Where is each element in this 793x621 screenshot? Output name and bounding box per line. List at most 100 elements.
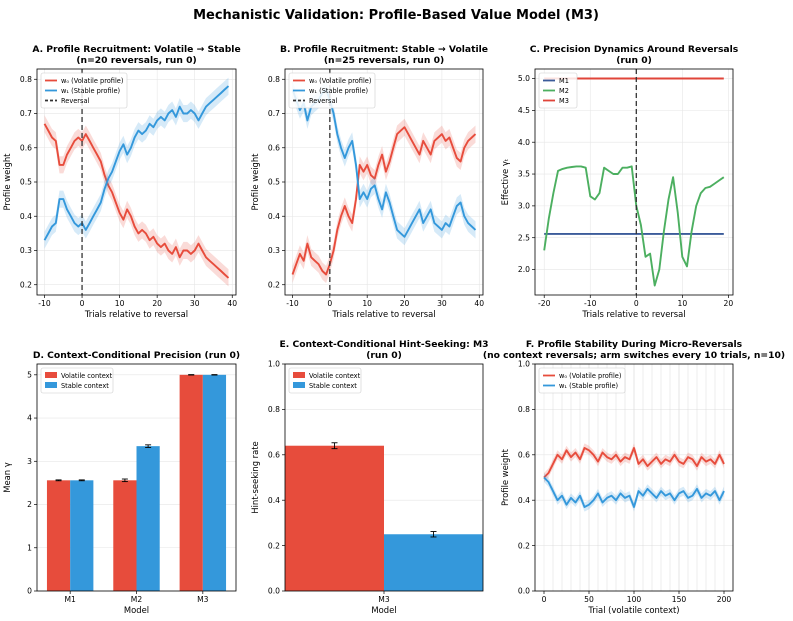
bar-d-0-0 <box>46 480 71 591</box>
x-tick-label: 40 <box>227 299 237 308</box>
legend-box <box>288 367 362 394</box>
y-tick-label: 2.0 <box>518 265 530 274</box>
axes-frame <box>36 68 237 296</box>
y-tick-label: 0.6 <box>268 143 280 152</box>
legend-label: w₀ (Volatile profile) <box>559 372 621 380</box>
y-tick-label: 5 <box>27 371 32 380</box>
x-tick-label: 30 <box>437 299 447 308</box>
x-axis-label: Trials relative to reversal <box>331 309 435 319</box>
y-axis-label: Profile weight <box>2 153 12 211</box>
panel-d: D. Context-Conditional Precision (run 0)… <box>2 350 240 615</box>
y-tick-label: 3.5 <box>518 170 530 179</box>
y-tick-label: 2.5 <box>518 233 530 242</box>
legend-label: w₀ (Volatile profile) <box>309 77 371 85</box>
legend-label: M2 <box>559 87 569 95</box>
axes-frame <box>284 68 484 296</box>
legend: w₀ (Volatile profile) w₁ (Stable profile)… <box>40 72 128 109</box>
y-tick-label: 0.2 <box>518 541 530 550</box>
series-band-0 <box>544 443 724 482</box>
series-band-1 <box>544 473 724 512</box>
y-tick-label: 0.8 <box>20 75 32 84</box>
legend: Volatile context Stable context <box>40 367 114 394</box>
x-tick-label: 20 <box>400 299 410 308</box>
x-tick-label: 0 <box>80 299 85 308</box>
panel-b-title: (n=25 reversals, run 0) <box>324 55 444 66</box>
x-tick-label: 30 <box>190 299 200 308</box>
x-tick-label: -20 <box>538 299 551 308</box>
legend-swatch <box>293 372 305 378</box>
panel-b-title: B. Profile Recruitment: Stable → Volatil… <box>280 44 488 55</box>
x-tick-label: -10 <box>584 299 597 308</box>
y-tick-label: 0.0 <box>518 587 530 596</box>
panel-f-title: (no context reversals; arm switches ever… <box>483 350 785 361</box>
panel-f-title: F. Profile Stability During Micro-Revers… <box>526 339 743 350</box>
axes-frame <box>284 363 484 592</box>
y-tick-label: 0.4 <box>518 496 530 505</box>
legend-swatch <box>293 382 305 388</box>
x-tick-label: M3 <box>378 595 390 604</box>
legend: w₀ (Volatile profile) w₁ (Stable profile) <box>538 367 626 394</box>
y-tick-label: 0.4 <box>20 212 32 221</box>
x-tick-label: 200 <box>717 595 732 604</box>
panel-e: E. Context-Conditional Hint-Seeking: M3(… <box>250 339 489 615</box>
bar-d-0-1 <box>113 480 137 591</box>
y-axis-label: Hint-seeking rate <box>250 441 260 513</box>
panel-e-title: E. Context-Conditional Hint-Seeking: M3 <box>279 339 488 350</box>
y-axis-label: Profile weight <box>250 153 260 211</box>
x-tick-label: 10 <box>678 299 688 308</box>
series-band-0 <box>292 118 476 283</box>
panel-e-title: (run 0) <box>366 350 402 361</box>
series-line-1 <box>43 85 230 241</box>
series-line-0 <box>43 123 230 279</box>
x-tick-label: 10 <box>115 299 125 308</box>
x-tick-label: 20 <box>724 299 734 308</box>
legend: Volatile context Stable context <box>288 367 362 394</box>
series-line-0 <box>291 126 477 276</box>
x-tick-label: M3 <box>197 595 209 604</box>
y-tick-label: 1 <box>27 543 32 552</box>
y-axis-label: Profile weight <box>500 448 510 506</box>
bar-d-1-1 <box>136 446 160 591</box>
bar-e-0-0 <box>285 445 384 591</box>
x-axis-label: Model <box>371 605 396 615</box>
panel-a-title: (n=20 reversals, run 0) <box>76 55 196 66</box>
panel-d-title: D. Context-Conditional Precision (run 0) <box>33 350 240 361</box>
series-line-1 <box>543 165 725 287</box>
legend: M1 M2 M3 <box>538 72 578 109</box>
axes-frame <box>534 68 734 296</box>
series-band-0 <box>44 115 229 287</box>
y-tick-label: 0.4 <box>268 212 280 221</box>
series-line-1 <box>543 476 725 508</box>
legend-box <box>538 72 578 109</box>
legend-label: w₀ (Volatile profile) <box>61 77 123 85</box>
y-tick-label: 2 <box>27 500 32 509</box>
legend-label: Stable context <box>309 382 357 390</box>
y-tick-label: 3 <box>27 457 32 466</box>
bar-d-1-0 <box>70 480 94 591</box>
y-tick-label: 0.5 <box>20 178 32 187</box>
bar-e-1-0 <box>384 534 483 591</box>
x-axis-label: Trials relative to reversal <box>84 309 188 319</box>
y-tick-label: 0.6 <box>20 143 32 152</box>
y-tick-label: 0.8 <box>268 405 280 414</box>
panel-c-title: C. Precision Dynamics Around Reversals <box>530 44 739 55</box>
legend-label: Reversal <box>309 97 337 105</box>
legend-label: w₁ (Stable profile) <box>61 87 120 95</box>
y-tick-label: 0.8 <box>518 405 530 414</box>
axes-frame <box>36 363 237 592</box>
y-tick-label: 4.0 <box>518 138 530 147</box>
axes-frame <box>534 363 734 592</box>
legend-label: M3 <box>559 97 569 105</box>
panel-f: F. Profile Stability During Micro-Revers… <box>483 339 785 615</box>
x-tick-label: -10 <box>286 299 299 308</box>
x-tick-label: 10 <box>362 299 372 308</box>
legend-swatch <box>45 372 57 378</box>
legend-label: w₁ (Stable profile) <box>309 87 368 95</box>
y-axis-label: Mean γ <box>2 462 12 492</box>
y-tick-label: 4 <box>27 414 32 423</box>
y-tick-label: 0.0 <box>268 587 280 596</box>
y-tick-label: 0.2 <box>20 280 32 289</box>
y-tick-label: 0.6 <box>268 451 280 460</box>
y-tick-label: 0.8 <box>268 75 280 84</box>
